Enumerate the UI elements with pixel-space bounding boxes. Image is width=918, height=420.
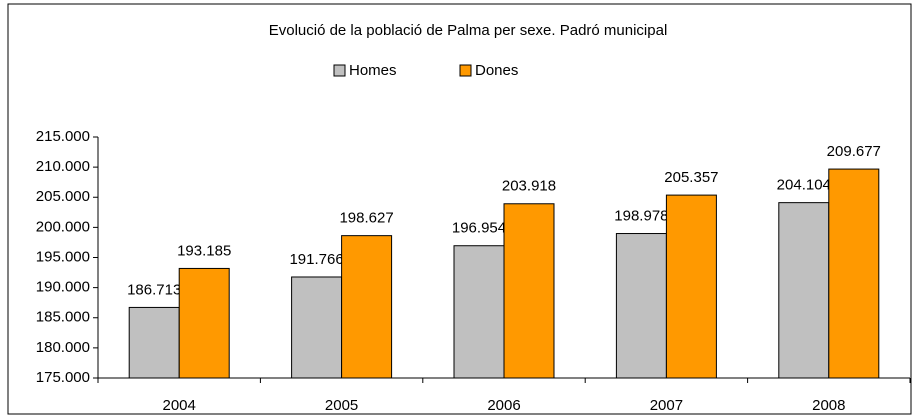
bar: [341, 235, 393, 379]
value-label: 198.627: [339, 210, 393, 227]
value-label: 193.185: [177, 242, 231, 259]
y-tick-label: 210.000: [36, 158, 90, 175]
value-label: 191.766: [289, 251, 343, 268]
x-tick-label: 2008: [812, 397, 845, 414]
bar: [503, 203, 555, 379]
value-label: 196.954: [452, 220, 506, 237]
chart-title: Evolució de la població de Palma per sex…: [269, 22, 668, 39]
bar: [828, 168, 880, 379]
value-label: 198.978: [614, 208, 668, 225]
value-label: 186.713: [127, 281, 181, 298]
y-tick-label: 195.000: [36, 248, 90, 265]
x-tick-label: 2007: [650, 397, 683, 414]
y-tick-label: 190.000: [36, 279, 90, 296]
y-tick-label: 215.000: [36, 128, 90, 145]
value-label: 204.104: [777, 177, 831, 194]
y-tick-label: 185.000: [36, 309, 90, 326]
x-tick-label: 2006: [487, 397, 520, 414]
bar: [665, 194, 717, 379]
y-tick-label: 205.000: [36, 188, 90, 205]
value-label: 203.918: [502, 178, 556, 195]
value-label: 209.677: [827, 143, 881, 160]
legend-swatch: [459, 64, 472, 77]
bar: [291, 276, 343, 379]
bar: [178, 267, 230, 379]
legend-label: Dones: [475, 62, 518, 79]
legend-swatch: [333, 64, 346, 77]
legend-label: Homes: [349, 62, 397, 79]
bar: [128, 306, 180, 379]
bar: [778, 202, 830, 379]
y-tick-label: 200.000: [36, 218, 90, 235]
y-tick-label: 180.000: [36, 339, 90, 356]
bar: [615, 233, 667, 379]
y-tick-label: 175.000: [36, 369, 90, 386]
x-tick-label: 2005: [325, 397, 358, 414]
bar: [453, 245, 505, 379]
x-tick-label: 2004: [163, 397, 196, 414]
value-label: 205.357: [664, 169, 718, 186]
